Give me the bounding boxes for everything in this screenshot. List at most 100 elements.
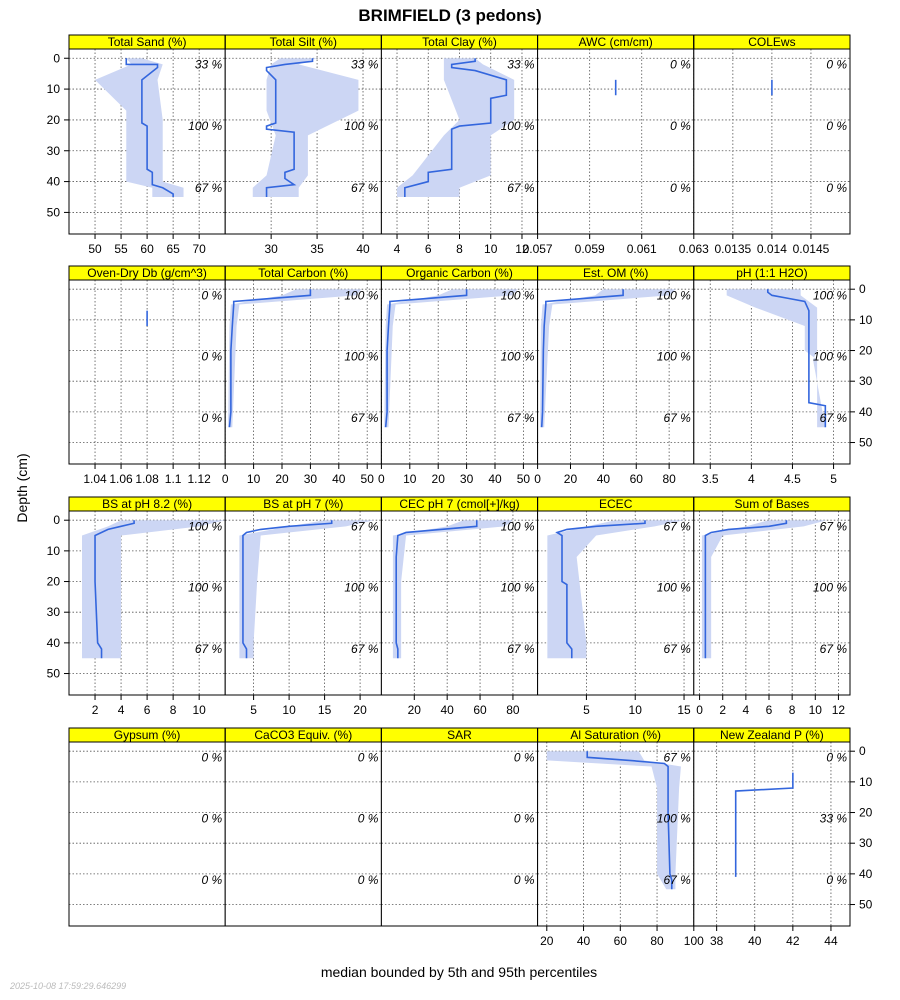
x-tick-label: 1.1 — [165, 472, 182, 486]
strip-label: Total Carbon (%) — [258, 266, 348, 280]
pct-label: 0 % — [202, 812, 223, 826]
pct-label: 100 % — [344, 288, 378, 302]
percentile-band — [384, 289, 518, 428]
y-tick-label: 20 — [47, 575, 61, 589]
pct-label: 67 % — [663, 411, 691, 425]
panel: 67 % 100 % 67 % ECEC 5 10 15 — [537, 496, 695, 717]
y-tick-label: 20 — [859, 806, 873, 820]
x-tick-label: 0 — [534, 472, 541, 486]
x-tick-label: 50 — [361, 472, 375, 486]
x-tick-label: 20 — [432, 472, 446, 486]
x-tick-label: 10 — [629, 703, 643, 717]
x-tick-label: 6 — [144, 703, 151, 717]
x-tick-label: 80 — [662, 472, 676, 486]
median-line — [125, 58, 174, 197]
panel: 33 % 100 % 67 % Total Clay (%) 4 6 8 10 12 — [380, 34, 539, 256]
strip-label: CEC pH 7 (cmol[+]/kg) — [399, 497, 519, 511]
panel: 0 % 0 % 0 % CaCO3 Equiv. (%) — [224, 727, 382, 927]
strip-label: CaCO3 Equiv. (%) — [254, 728, 352, 742]
pct-label: 0 % — [202, 288, 223, 302]
x-tick-label: 20 — [564, 472, 578, 486]
median-line — [555, 520, 646, 659]
pct-label: 100 % — [657, 350, 691, 364]
strip-label: Total Silt (%) — [270, 35, 337, 49]
y-tick-label: 50 — [47, 205, 61, 219]
x-tick-label: 5 — [250, 703, 257, 717]
pct-label: 0 % — [670, 119, 691, 133]
x-tick-label: 50 — [517, 472, 531, 486]
y-tick-label: 0 — [859, 744, 866, 758]
panel: 0 % 0 % 0 % AWC (cm/cm) 0.057 0.059 0.061 0.063 — [523, 34, 709, 256]
x-tick-label: 40 — [597, 472, 611, 486]
strip-label: Organic Carbon (%) — [406, 266, 513, 280]
panel-background — [381, 742, 538, 926]
x-tick-label: 2 — [92, 703, 99, 717]
pct-label: 100 % — [813, 350, 847, 364]
x-tick-label: 8 — [170, 703, 177, 717]
strip-label: Al Saturation (%) — [570, 728, 661, 742]
x-tick-label: 6 — [425, 242, 432, 256]
median-line — [704, 520, 788, 659]
pct-label: 100 % — [501, 119, 535, 133]
median-line — [228, 289, 312, 428]
x-tick-label: 6 — [766, 703, 773, 717]
pct-label: 100 % — [501, 519, 535, 533]
x-tick-label: 10 — [247, 472, 261, 486]
pct-label: 0 % — [826, 57, 847, 71]
y-tick-label: 0 — [859, 282, 866, 296]
panel-background — [693, 742, 850, 926]
median-line — [404, 58, 508, 197]
pct-label: 100 % — [813, 581, 847, 595]
percentile-band — [701, 520, 827, 659]
x-tick-label: 0 — [378, 472, 385, 486]
percentile-band — [392, 520, 513, 659]
strip-label: Gypsum (%) — [114, 728, 181, 742]
x-tick-label: 30 — [460, 472, 474, 486]
pct-label: 0 % — [202, 411, 223, 425]
y-tick-label: 30 — [47, 144, 61, 158]
x-tick-label: 8 — [456, 242, 463, 256]
x-tick-label: 20 — [275, 472, 289, 486]
pct-label: 33 % — [351, 57, 379, 71]
panel: 67 % 100 % 67 % BS at pH 7 (%) 5 10 15 20 — [224, 496, 382, 717]
pct-label: 100 % — [344, 350, 378, 364]
y-tick-label: 10 — [859, 313, 873, 327]
x-tick-label: 0.0135 — [714, 242, 751, 256]
panel-background — [381, 511, 538, 695]
x-tick-label: 4 — [748, 472, 755, 486]
panel: 67 %100 %67 %Al Saturation (%)20 40 60 80 10… — [537, 727, 704, 948]
pct-label: 67 % — [663, 519, 691, 533]
x-tick-label: 0.014 — [757, 242, 787, 256]
x-tick-label: 0.057 — [523, 242, 553, 256]
x-tick-label: 15 — [318, 703, 332, 717]
pct-label: 100 % — [657, 581, 691, 595]
x-tick-label: 15 — [677, 703, 691, 717]
panel-background — [537, 49, 694, 234]
x-tick-label: 0.061 — [627, 242, 657, 256]
pct-label: 67 % — [820, 642, 848, 656]
y-tick-label: 0 — [53, 513, 60, 527]
pct-label: 67 % — [507, 411, 535, 425]
panel-background — [225, 280, 382, 464]
pct-label: 0 % — [670, 57, 691, 71]
median-line — [395, 520, 478, 659]
x-tick-label: 8 — [789, 703, 796, 717]
x-tick-label: 10 — [484, 242, 498, 256]
pct-label: 0 % — [202, 350, 223, 364]
pct-label: 0 % — [358, 750, 379, 764]
x-tick-label: 0 — [222, 472, 229, 486]
panel-background — [693, 511, 850, 695]
median-line — [586, 751, 673, 890]
panel-border — [693, 727, 851, 927]
pct-label: 0 % — [514, 750, 535, 764]
pct-label: 0 % — [358, 873, 379, 887]
x-tick-label: 20 — [540, 934, 554, 948]
percentile-band — [82, 520, 226, 659]
x-tick-label: 10 — [403, 472, 417, 486]
y-tick-label: 30 — [47, 605, 61, 619]
strip-label: Sum of Bases — [735, 497, 810, 511]
pct-label: 100 % — [188, 581, 222, 595]
x-tick-label: 4 — [394, 242, 401, 256]
panel: 100 % 100 % 67 % BS at pH 8.2 (%) 2 4 6 8 10 — [68, 496, 226, 717]
